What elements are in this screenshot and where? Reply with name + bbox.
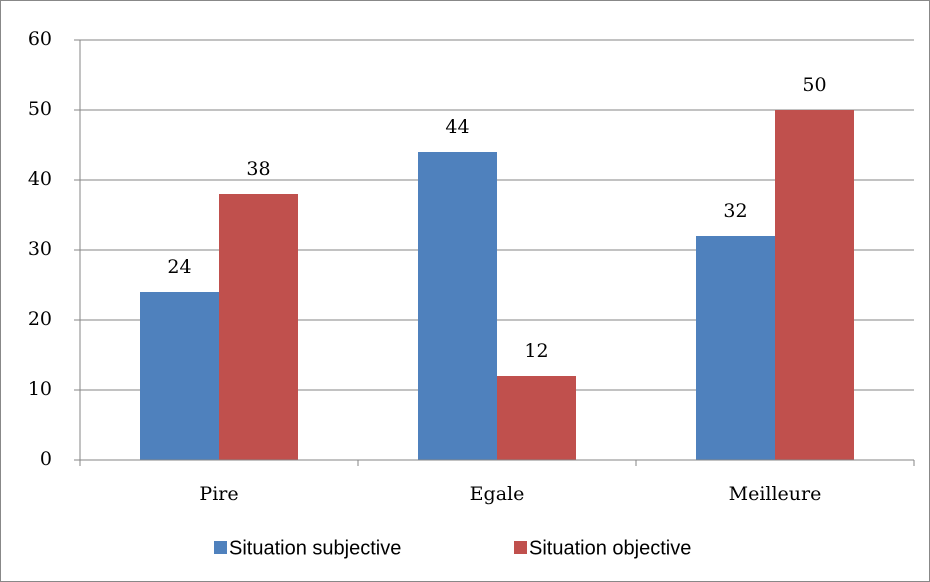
bar	[418, 152, 497, 460]
data-label: 44	[445, 116, 469, 138]
data-label: 50	[802, 74, 826, 96]
bar	[775, 110, 854, 460]
bar	[497, 376, 576, 460]
bar	[140, 292, 219, 460]
legend-label: Situation objective	[529, 537, 691, 559]
legend: Situation subjective Situation objective	[214, 537, 691, 559]
data-label: 38	[246, 158, 270, 180]
legend-swatch	[514, 541, 527, 554]
y-tick-label: 20	[28, 308, 52, 330]
x-tick-label: Pire	[199, 483, 238, 505]
x-tick-label: Egale	[470, 483, 525, 505]
legend-swatch	[214, 541, 227, 554]
data-label: 24	[167, 256, 191, 278]
bar	[696, 236, 775, 460]
y-tick-label: 50	[28, 98, 52, 120]
legend-label: Situation subjective	[229, 537, 401, 559]
y-tick-label: 30	[28, 238, 52, 260]
y-tick-label: 40	[28, 168, 52, 190]
bar	[219, 194, 298, 460]
x-tick-label: Meilleure	[729, 483, 822, 505]
y-tick-label: 60	[28, 28, 52, 50]
y-tick-label: 10	[28, 378, 52, 400]
data-label: 12	[524, 340, 548, 362]
data-label: 32	[723, 200, 747, 222]
y-tick-label: 0	[40, 448, 52, 470]
